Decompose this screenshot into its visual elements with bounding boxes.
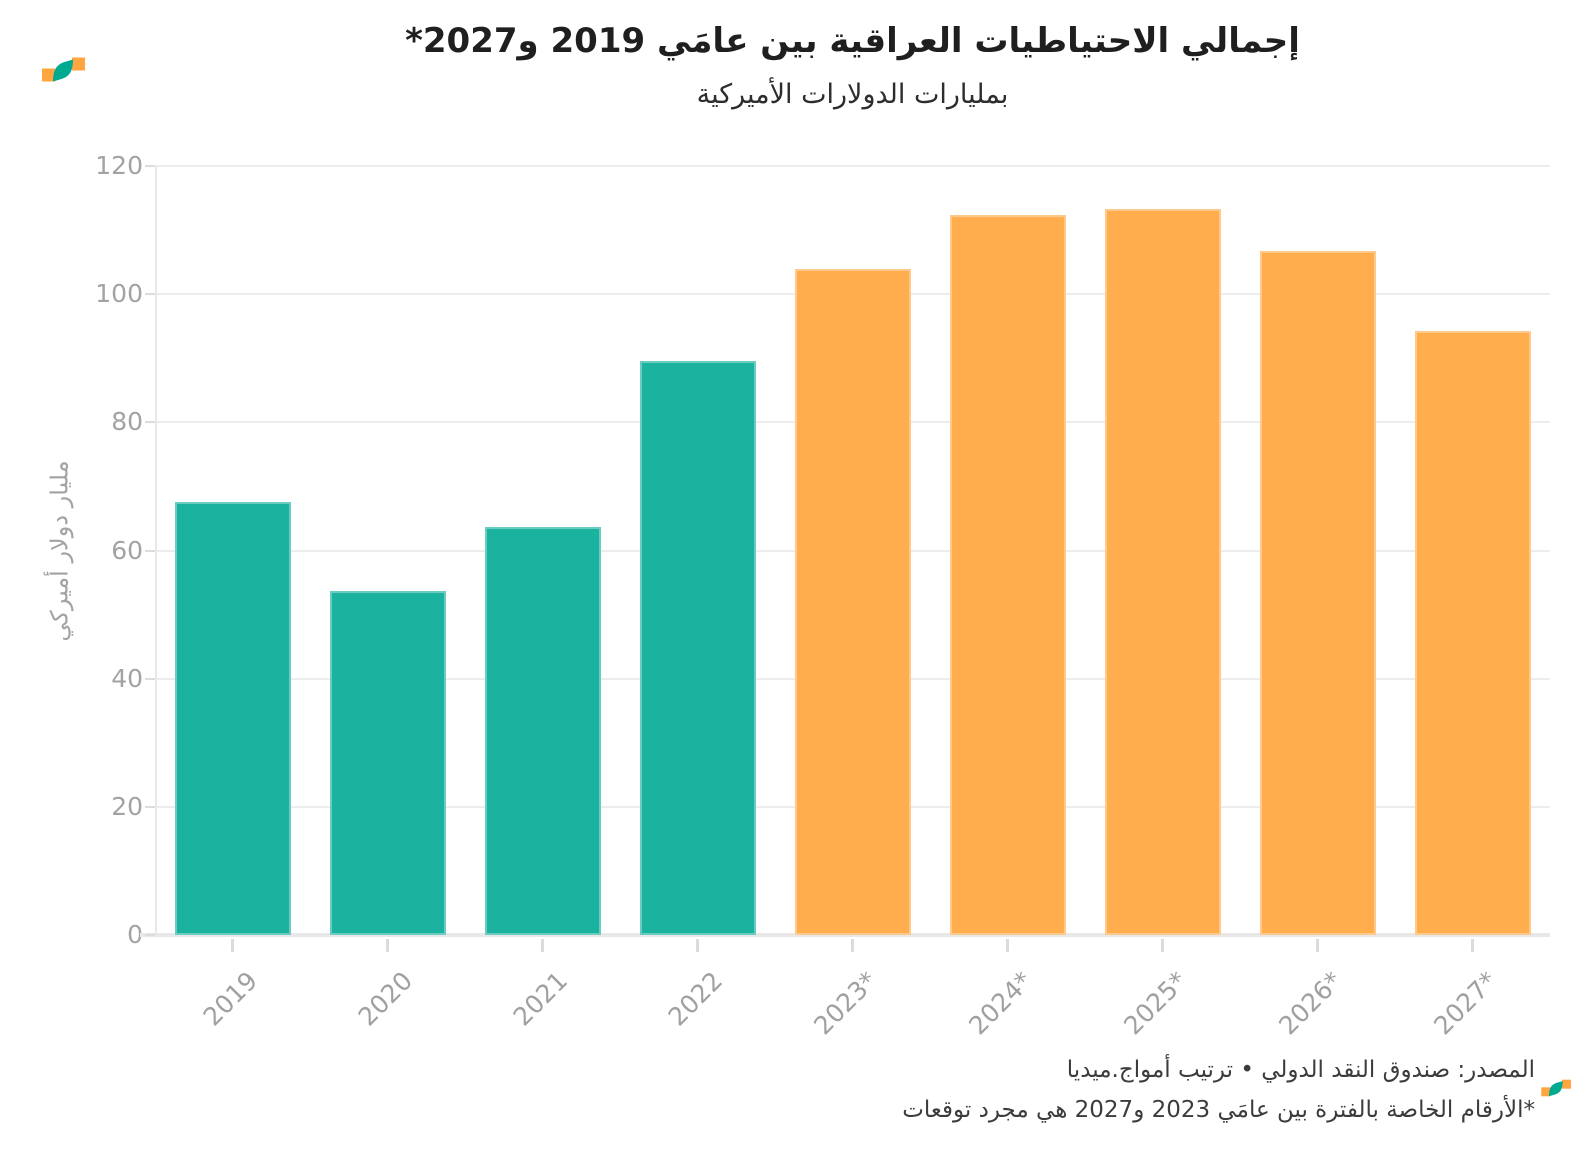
y-tick-label-20: 20	[111, 791, 143, 821]
x-tick-label-2023: 2023*	[808, 966, 884, 1041]
bar-2022	[639, 361, 756, 935]
y-tick-label-40: 40	[111, 663, 143, 693]
y-tick-mark-120	[145, 165, 155, 167]
amwaj-logo-icon	[42, 57, 85, 82]
bar-2024	[949, 214, 1066, 935]
gridline-y-120	[155, 165, 1550, 167]
y-tick-mark-80	[145, 421, 155, 424]
x-tick-label-2025: 2025*	[1118, 966, 1194, 1041]
x-axis-line	[140, 933, 1550, 937]
x-tick-mark-2026	[1316, 939, 1319, 952]
x-tick-mark-2022	[696, 939, 699, 952]
y-tick-label-60: 60	[111, 535, 143, 565]
x-tick-mark-2019	[231, 939, 234, 952]
bar-2020	[329, 590, 446, 935]
x-tick-mark-2020	[386, 939, 389, 952]
chart-footer: المصدر: صندوق النقد الدولي • ترتيب أمواج…	[902, 1050, 1535, 1130]
x-tick-mark-2027	[1471, 939, 1474, 952]
bar-2021	[484, 527, 601, 935]
y-tick-label-80: 80	[111, 407, 143, 437]
x-tick-label-2022: 2022	[662, 966, 729, 1032]
y-tick-label-120: 120	[95, 150, 143, 180]
y-tick-label-100: 100	[95, 279, 143, 309]
y-tick-label-0: 0	[127, 919, 143, 949]
x-tick-mark-2023	[851, 939, 854, 952]
bar-2019	[174, 502, 291, 935]
plot-area: 2019 2020 2021 2022 2023* 2024* 2025* 2026* 2027…	[140, 165, 1550, 1040]
y-tick-mark-0	[145, 934, 155, 936]
x-tick-label-2021: 2021	[507, 966, 574, 1032]
source-line: المصدر: صندوق النقد الدولي • ترتيب أمواج…	[1066, 1057, 1535, 1083]
y-axis-tick-labels: 0 20 40 60 80 100 120	[0, 151, 143, 949]
y-axis-line	[155, 166, 157, 935]
bar-2025	[1104, 208, 1221, 935]
x-tick-mark-2024	[1006, 939, 1009, 952]
x-tick-label-2027: 2027*	[1428, 966, 1504, 1041]
x-tick-label-2019: 2019	[197, 966, 264, 1032]
x-tick-mark-2025	[1161, 939, 1164, 952]
y-tick-mark-40	[145, 677, 155, 680]
x-tick-label-2020: 2020	[352, 966, 419, 1032]
bar-2026	[1259, 251, 1376, 935]
y-tick-mark-20	[145, 805, 155, 808]
x-tick-mark-2021	[541, 939, 544, 952]
amwaj-logo-small-icon	[1541, 1079, 1572, 1097]
footnote-line: *الأرقام الخاصة بالفترة بين عامَي 2023 و…	[902, 1097, 1535, 1123]
chart-title: إجمالي الاحتياطيات العراقية بين عامَي 20…	[405, 21, 1300, 61]
y-tick-mark-60	[145, 549, 155, 552]
x-tick-label-2024: 2024*	[963, 966, 1039, 1041]
chart-subtitle: بمليارات الدولارات الأميركية	[696, 79, 1009, 110]
bar-2027	[1414, 330, 1531, 935]
x-tick-label-2026: 2026*	[1273, 966, 1349, 1041]
y-tick-mark-100	[145, 293, 155, 296]
bar-2023	[794, 268, 911, 935]
